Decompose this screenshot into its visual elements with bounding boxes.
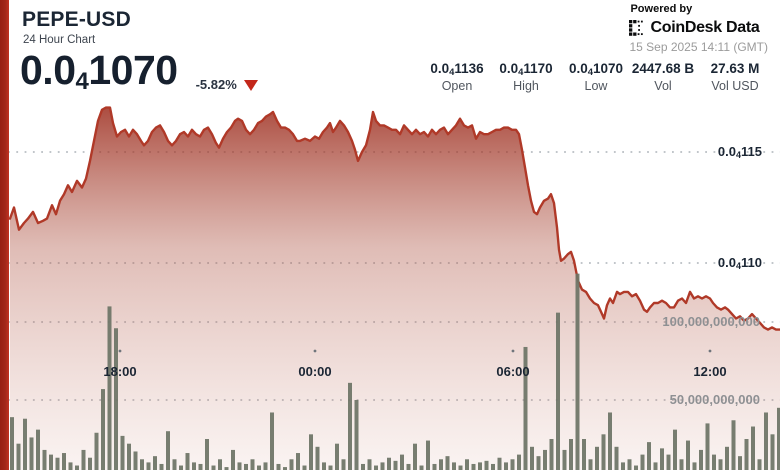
powered-by-block: Powered by CoinDesk Data 15 Sep 2025 14:…	[629, 3, 768, 54]
stat-value: 0.041170	[499, 61, 553, 78]
coindesk-logo-icon	[629, 20, 644, 36]
last-price: 0.041070	[20, 47, 178, 95]
chart-subtitle: 24 Hour Chart	[23, 34, 96, 46]
x-axis-ticks	[118, 349, 712, 353]
last-price-row: 0.041070 -5.82%	[20, 48, 258, 99]
stat-label: High	[513, 79, 539, 93]
stat-label: Vol USD	[711, 79, 759, 93]
stat-value: 0.041136	[430, 61, 484, 78]
brand-row[interactable]: CoinDesk Data	[629, 19, 768, 37]
volume-bars	[10, 273, 780, 470]
stat-value: 2447.68 B	[631, 61, 695, 76]
timestamp: 15 Sep 2025 14:11 (GMT)	[629, 40, 768, 54]
stat-low: 0.041070 Low	[554, 61, 638, 93]
stat-vol: 2447.68 B Vol	[621, 61, 705, 93]
powered-by-label: Powered by	[630, 3, 693, 15]
price-area-fill	[10, 107, 780, 470]
stat-value: 27.63 M	[710, 61, 760, 76]
change-percent: -5.82%	[195, 77, 237, 92]
price-line	[8, 106, 780, 331]
stat-vol-usd: 27.63 M Vol USD	[693, 61, 777, 93]
brand-name: CoinDesk Data	[650, 19, 760, 36]
stat-label: Low	[584, 79, 608, 93]
left-accent-stripe	[0, 0, 9, 470]
triangle-down-icon	[243, 80, 258, 91]
stat-open: 0.041136 Open	[415, 61, 499, 93]
stat-value: 0.041070	[568, 61, 624, 78]
stat-label: Vol	[654, 79, 672, 93]
stat-label: Open	[441, 79, 473, 93]
stat-high: 0.041170 High	[484, 61, 568, 93]
symbol-title: PEPE-USD	[22, 8, 131, 31]
